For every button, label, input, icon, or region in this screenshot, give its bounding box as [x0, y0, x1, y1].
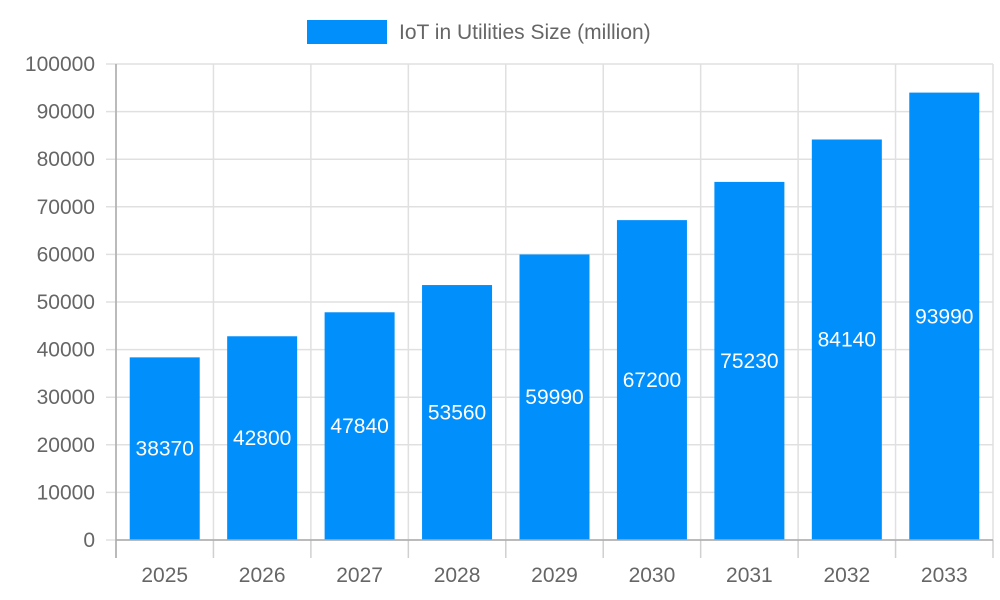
y-tick-label: 50000	[37, 291, 95, 314]
data-label: 93990	[915, 305, 973, 328]
data-label: 84140	[818, 329, 876, 352]
y-tick-label: 10000	[37, 481, 95, 504]
x-tick-label: 2028	[434, 564, 481, 587]
legend[interactable]: IoT in Utilities Size (million)	[307, 20, 651, 44]
x-tick-label: 2029	[531, 564, 578, 587]
x-tick-label: 2031	[726, 564, 773, 587]
x-tick-label: 2032	[823, 564, 870, 587]
data-label: 47840	[330, 415, 388, 438]
x-tick-label: 2026	[239, 564, 286, 587]
data-label: 59990	[525, 386, 583, 409]
x-tick-label: 2025	[141, 564, 188, 587]
data-label: 75230	[720, 350, 778, 373]
data-label: 67200	[623, 369, 681, 392]
bar	[519, 254, 590, 540]
y-tick-label: 30000	[37, 386, 95, 409]
data-label: 53560	[428, 402, 486, 425]
x-tick-label: 2027	[336, 564, 383, 587]
y-tick-label: 100000	[25, 53, 95, 76]
y-tick-label: 90000	[37, 101, 95, 124]
bar	[129, 357, 200, 540]
legend-label: IoT in Utilities Size (million)	[399, 21, 651, 44]
legend-swatch	[307, 20, 387, 44]
bar	[324, 312, 395, 540]
y-tick-label: 70000	[37, 196, 95, 219]
bar	[909, 92, 980, 540]
bar	[422, 285, 493, 540]
bars: 38370 42800 47840 53560 59990 67200 75230 84140…	[129, 92, 980, 541]
bar	[714, 181, 785, 540]
data-label: 38370	[136, 438, 194, 461]
y-tick-label: 60000	[37, 243, 95, 266]
y-tick-label: 20000	[37, 434, 95, 457]
x-tick-label: 2033	[921, 564, 968, 587]
bar	[227, 336, 298, 540]
bar	[811, 139, 882, 541]
y-tick-label: 40000	[37, 339, 95, 362]
y-tick-label: 0	[83, 529, 95, 552]
data-label: 42800	[233, 427, 291, 450]
bar	[616, 220, 687, 541]
y-tick-label: 80000	[37, 148, 95, 171]
x-tick-label: 2030	[629, 564, 676, 587]
axes: 0 10000 20000 30000 40000 50000 60000 70000 8000…	[25, 53, 994, 587]
